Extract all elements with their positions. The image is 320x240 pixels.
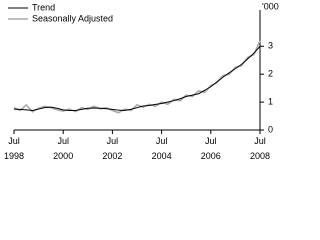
legend-label: Trend xyxy=(32,2,55,12)
x-tick-label-line: Jul xyxy=(205,136,217,146)
x-tick-label-line: Jul xyxy=(156,136,168,146)
legend-label: Seasonally Adjusted xyxy=(32,13,113,23)
x-tick-label-line: 2000 xyxy=(53,151,73,161)
x-tick-label: Jul 2004 xyxy=(152,136,172,161)
x-tick-label-line: 1998 xyxy=(4,151,24,161)
x-tick-label-line: Jul xyxy=(57,136,69,146)
x-tick-label-line: 2008 xyxy=(250,151,270,161)
y-tick-label: 0 xyxy=(268,124,273,134)
x-tick-label-line: Jul xyxy=(8,136,20,146)
x-tick-label-line: 2006 xyxy=(201,151,221,161)
x-tick-label-line: 2004 xyxy=(152,151,172,161)
x-tick-label-line: 2002 xyxy=(102,151,122,161)
page: '000 0 1 2 3 Jul 1998 Jul 2000 Jul 2002 Jul 2004 Jul… xyxy=(3,1,279,162)
x-tick-label: Jul 2008 xyxy=(250,136,270,161)
x-tick-label: Jul 2000 xyxy=(53,136,73,161)
y-unit-label: '000 xyxy=(262,1,279,11)
x-tick-label-line: Jul xyxy=(107,136,119,146)
series-line xyxy=(13,45,261,111)
x-tick-label-line: Jul xyxy=(254,136,266,146)
x-tick-label: Jul 1998 xyxy=(4,136,24,161)
x-tick-label: Jul 2006 xyxy=(201,136,221,161)
x-tick-label: Jul 2002 xyxy=(102,136,122,161)
y-tick-label: 3 xyxy=(268,41,273,51)
y-tick-label: 1 xyxy=(268,96,273,106)
y-tick-label: 2 xyxy=(268,69,273,79)
